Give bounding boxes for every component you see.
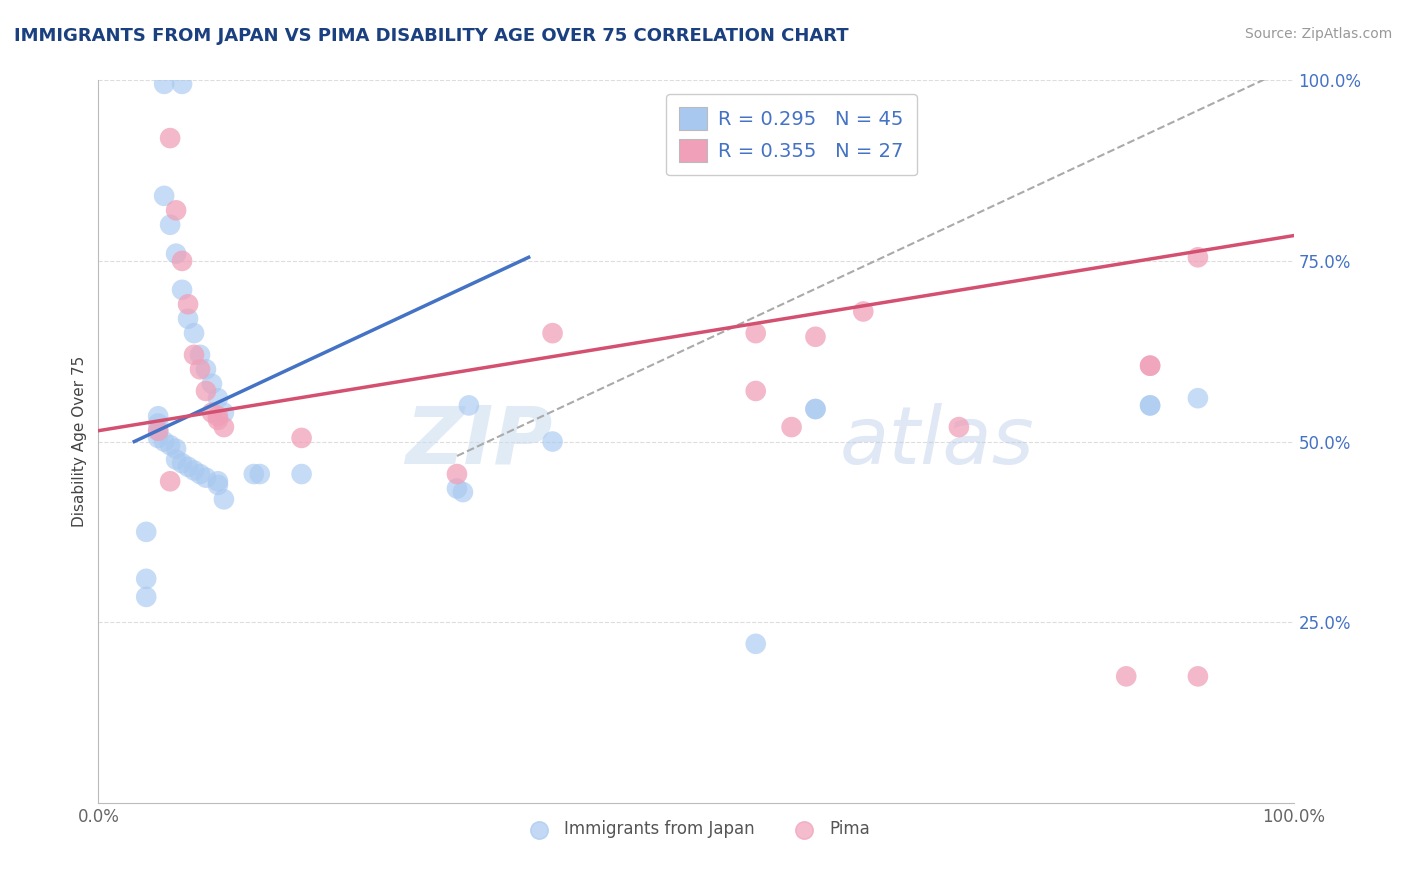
Point — [745, 384, 768, 398]
Point — [153, 77, 176, 91]
Point — [291, 467, 314, 481]
Point — [804, 330, 827, 344]
Text: IMMIGRANTS FROM JAPAN VS PIMA DISABILITY AGE OVER 75 CORRELATION CHART: IMMIGRANTS FROM JAPAN VS PIMA DISABILITY… — [14, 27, 849, 45]
Point — [804, 402, 827, 417]
Point — [183, 326, 205, 340]
Point — [1187, 250, 1209, 264]
Point — [207, 409, 229, 424]
Point — [183, 463, 205, 477]
Y-axis label: Disability Age Over 75: Disability Age Over 75 — [72, 356, 87, 527]
Point — [135, 590, 157, 604]
Point — [1139, 359, 1161, 373]
Point — [201, 376, 224, 391]
Point — [243, 467, 266, 481]
Point — [172, 77, 194, 91]
Point — [188, 362, 211, 376]
Text: ZIP: ZIP — [405, 402, 553, 481]
Point — [148, 417, 170, 431]
Point — [1187, 391, 1209, 405]
Point — [1187, 669, 1209, 683]
Point — [745, 637, 768, 651]
Text: Source: ZipAtlas.com: Source: ZipAtlas.com — [1244, 27, 1392, 41]
Point — [188, 467, 211, 481]
Point — [159, 475, 181, 489]
Point — [153, 434, 176, 449]
Point — [446, 467, 468, 481]
Point — [159, 438, 181, 452]
Point — [1115, 669, 1137, 683]
Point — [177, 297, 200, 311]
Point — [195, 470, 218, 484]
Point — [804, 402, 827, 417]
Point — [165, 203, 187, 218]
Point — [451, 485, 474, 500]
Point — [159, 131, 181, 145]
Point — [745, 326, 768, 340]
Legend: Immigrants from Japan, Pima: Immigrants from Japan, Pima — [515, 814, 877, 845]
Point — [177, 459, 200, 474]
Point — [212, 420, 235, 434]
Point — [212, 406, 235, 420]
Point — [165, 452, 187, 467]
Point — [207, 475, 229, 489]
Point — [172, 456, 194, 470]
Point — [165, 246, 187, 260]
Point — [1139, 398, 1161, 412]
Point — [446, 482, 468, 496]
Text: atlas: atlas — [839, 402, 1035, 481]
Point — [207, 478, 229, 492]
Point — [852, 304, 875, 318]
Point — [201, 406, 224, 420]
Point — [291, 431, 314, 445]
Point — [165, 442, 187, 456]
Point — [135, 524, 157, 539]
Point — [1139, 359, 1161, 373]
Point — [195, 384, 218, 398]
Point — [153, 189, 176, 203]
Point — [148, 424, 170, 438]
Point — [188, 348, 211, 362]
Point — [195, 362, 218, 376]
Point — [212, 492, 235, 507]
Point — [148, 424, 170, 438]
Point — [207, 391, 229, 405]
Point — [948, 420, 970, 434]
Point — [148, 431, 170, 445]
Point — [780, 420, 803, 434]
Point — [172, 283, 194, 297]
Point — [177, 311, 200, 326]
Point — [159, 218, 181, 232]
Point — [541, 326, 564, 340]
Point — [458, 398, 481, 412]
Point — [183, 348, 205, 362]
Point — [172, 253, 194, 268]
Point — [207, 413, 229, 427]
Point — [249, 467, 271, 481]
Point — [541, 434, 564, 449]
Point — [148, 409, 170, 424]
Point — [1139, 398, 1161, 412]
Point — [135, 572, 157, 586]
